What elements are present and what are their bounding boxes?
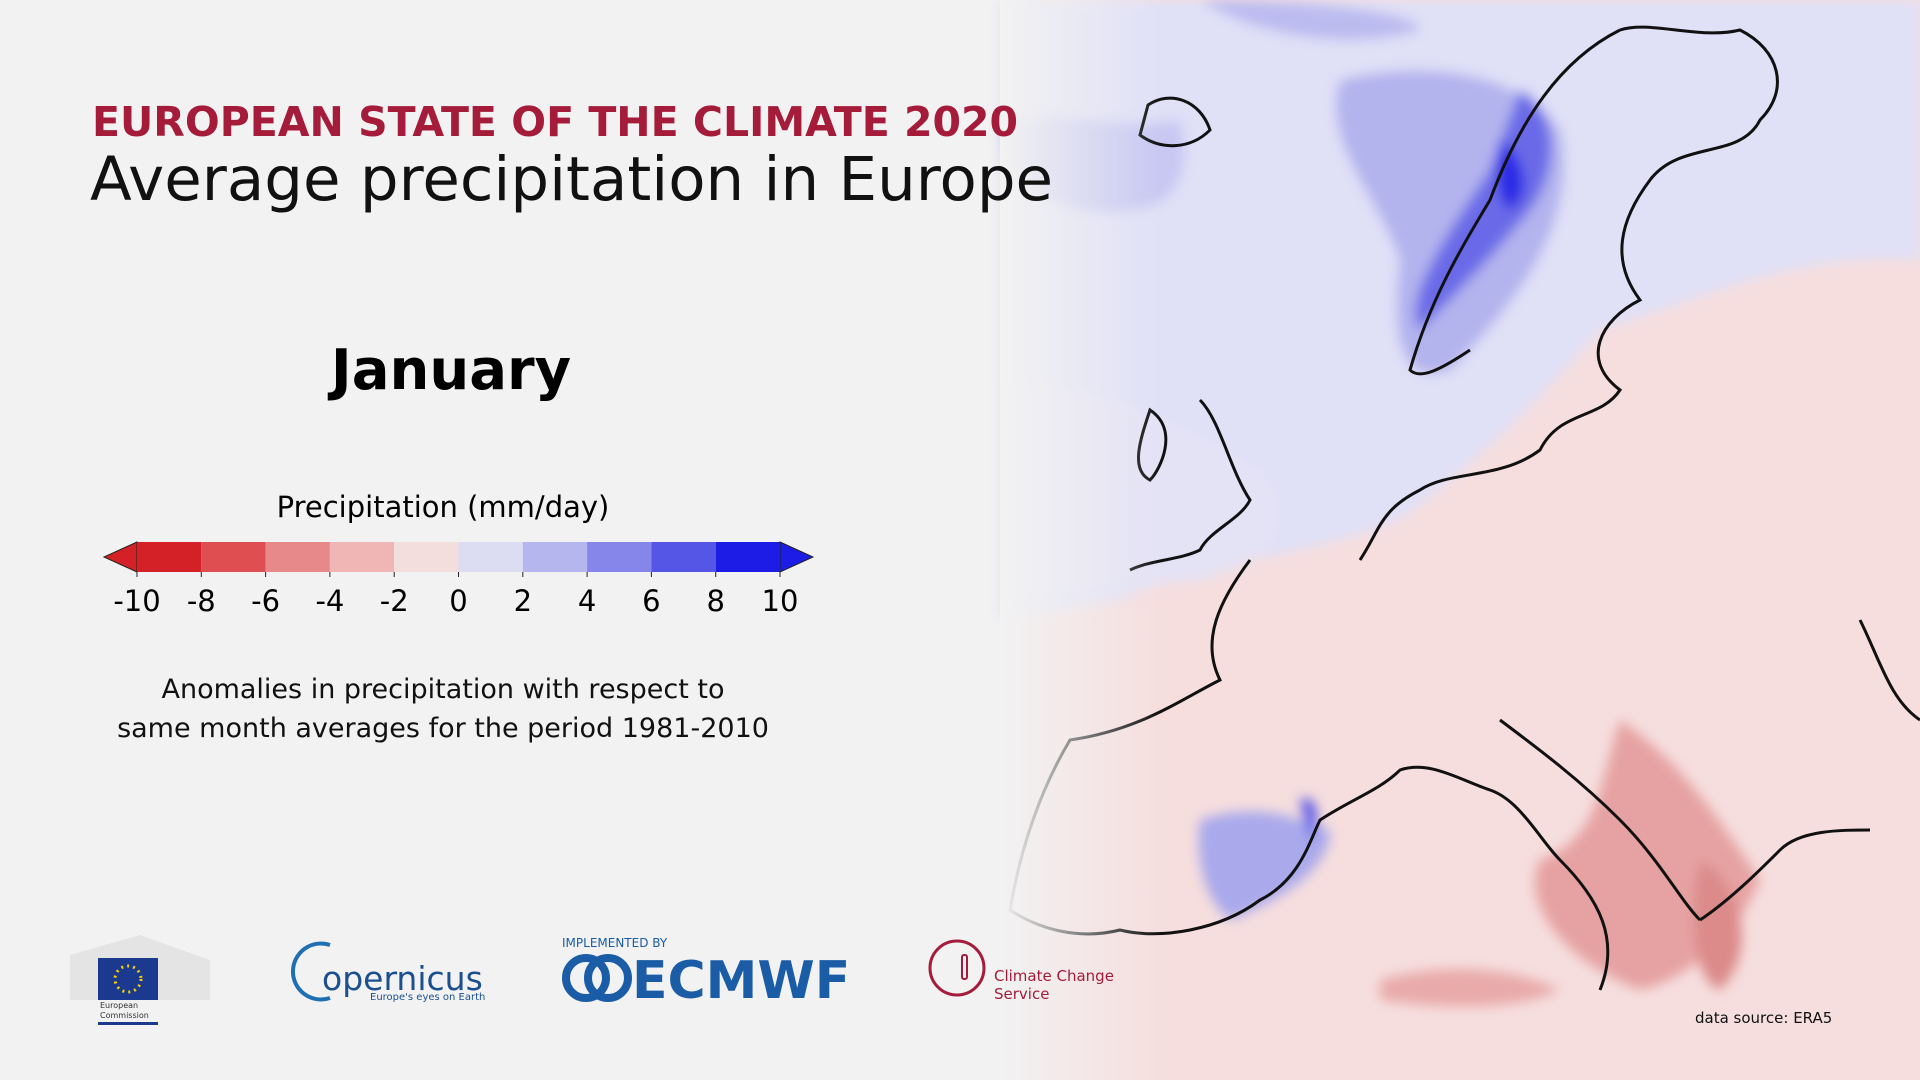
colorbar-bin	[265, 542, 330, 572]
colorbar-bin	[137, 542, 202, 572]
colorbar-bin	[715, 542, 780, 572]
colorbar-tick-label: -8	[187, 584, 216, 618]
colorbar-bin	[394, 542, 459, 572]
logo-text: opernicus	[322, 959, 483, 998]
data-source: data source: ERA5	[1695, 1009, 1832, 1027]
logo-text: Service	[994, 985, 1049, 1003]
colorbar-tick-label: 6	[642, 584, 660, 618]
colorbar-extend	[102, 541, 138, 573]
colorbar-bin	[651, 542, 716, 572]
description-line: Anomalies in precipitation with respect …	[161, 674, 724, 705]
month: January	[327, 338, 571, 403]
colorbar-bin	[329, 542, 395, 572]
ecmwf-logo: IMPLEMENTED BY ECMWF	[562, 936, 850, 1011]
copernicus-logo: opernicus Europe's eyes on Earth	[291, 941, 485, 1003]
colorbar-tick-label: -2	[380, 584, 409, 618]
colorbar-tick-label: 0	[449, 584, 467, 618]
c3s-logo: Climate Change Service	[928, 939, 1114, 1003]
colorbar-bin	[458, 542, 523, 572]
colorbar-tick-label: -4	[315, 584, 344, 618]
logo-text: IMPLEMENTED BY	[562, 936, 668, 950]
colorbar-tick-label: 10	[762, 584, 799, 618]
logo-text: Commission	[100, 1011, 149, 1020]
colorbar-extend	[779, 541, 815, 573]
colorbar-tick-label: 4	[578, 584, 596, 618]
colorbar-bin	[522, 542, 588, 572]
colorbar-bin	[201, 542, 266, 572]
subtitle: Average precipitation in Europe	[90, 144, 1053, 215]
ec-logo: European Commission	[70, 935, 210, 1025]
description-line: same month averages for the period 1981-…	[117, 713, 769, 744]
logo-text: ECMWF	[632, 951, 850, 1011]
logo-text: Europe's eyes on Earth	[370, 992, 485, 1003]
logo-text: European	[100, 1001, 138, 1010]
title: EUROPEAN STATE OF THE CLIMATE 2020	[92, 98, 1018, 146]
map	[1000, 0, 1920, 1080]
colorbar-bin	[587, 542, 652, 572]
logo-text: Climate Change	[994, 967, 1114, 985]
colorbar-tick-label: 2	[514, 584, 532, 618]
colorbar: -10 -8 -6 -4 -2 0 2 4 6 8 10	[102, 541, 815, 618]
colorbar-tick-label: -6	[251, 584, 280, 618]
colorbar-tick-label: 8	[706, 584, 724, 618]
colorbar-tick-label: -10	[113, 584, 160, 618]
legend-title: Precipitation (mm/day)	[277, 490, 610, 524]
